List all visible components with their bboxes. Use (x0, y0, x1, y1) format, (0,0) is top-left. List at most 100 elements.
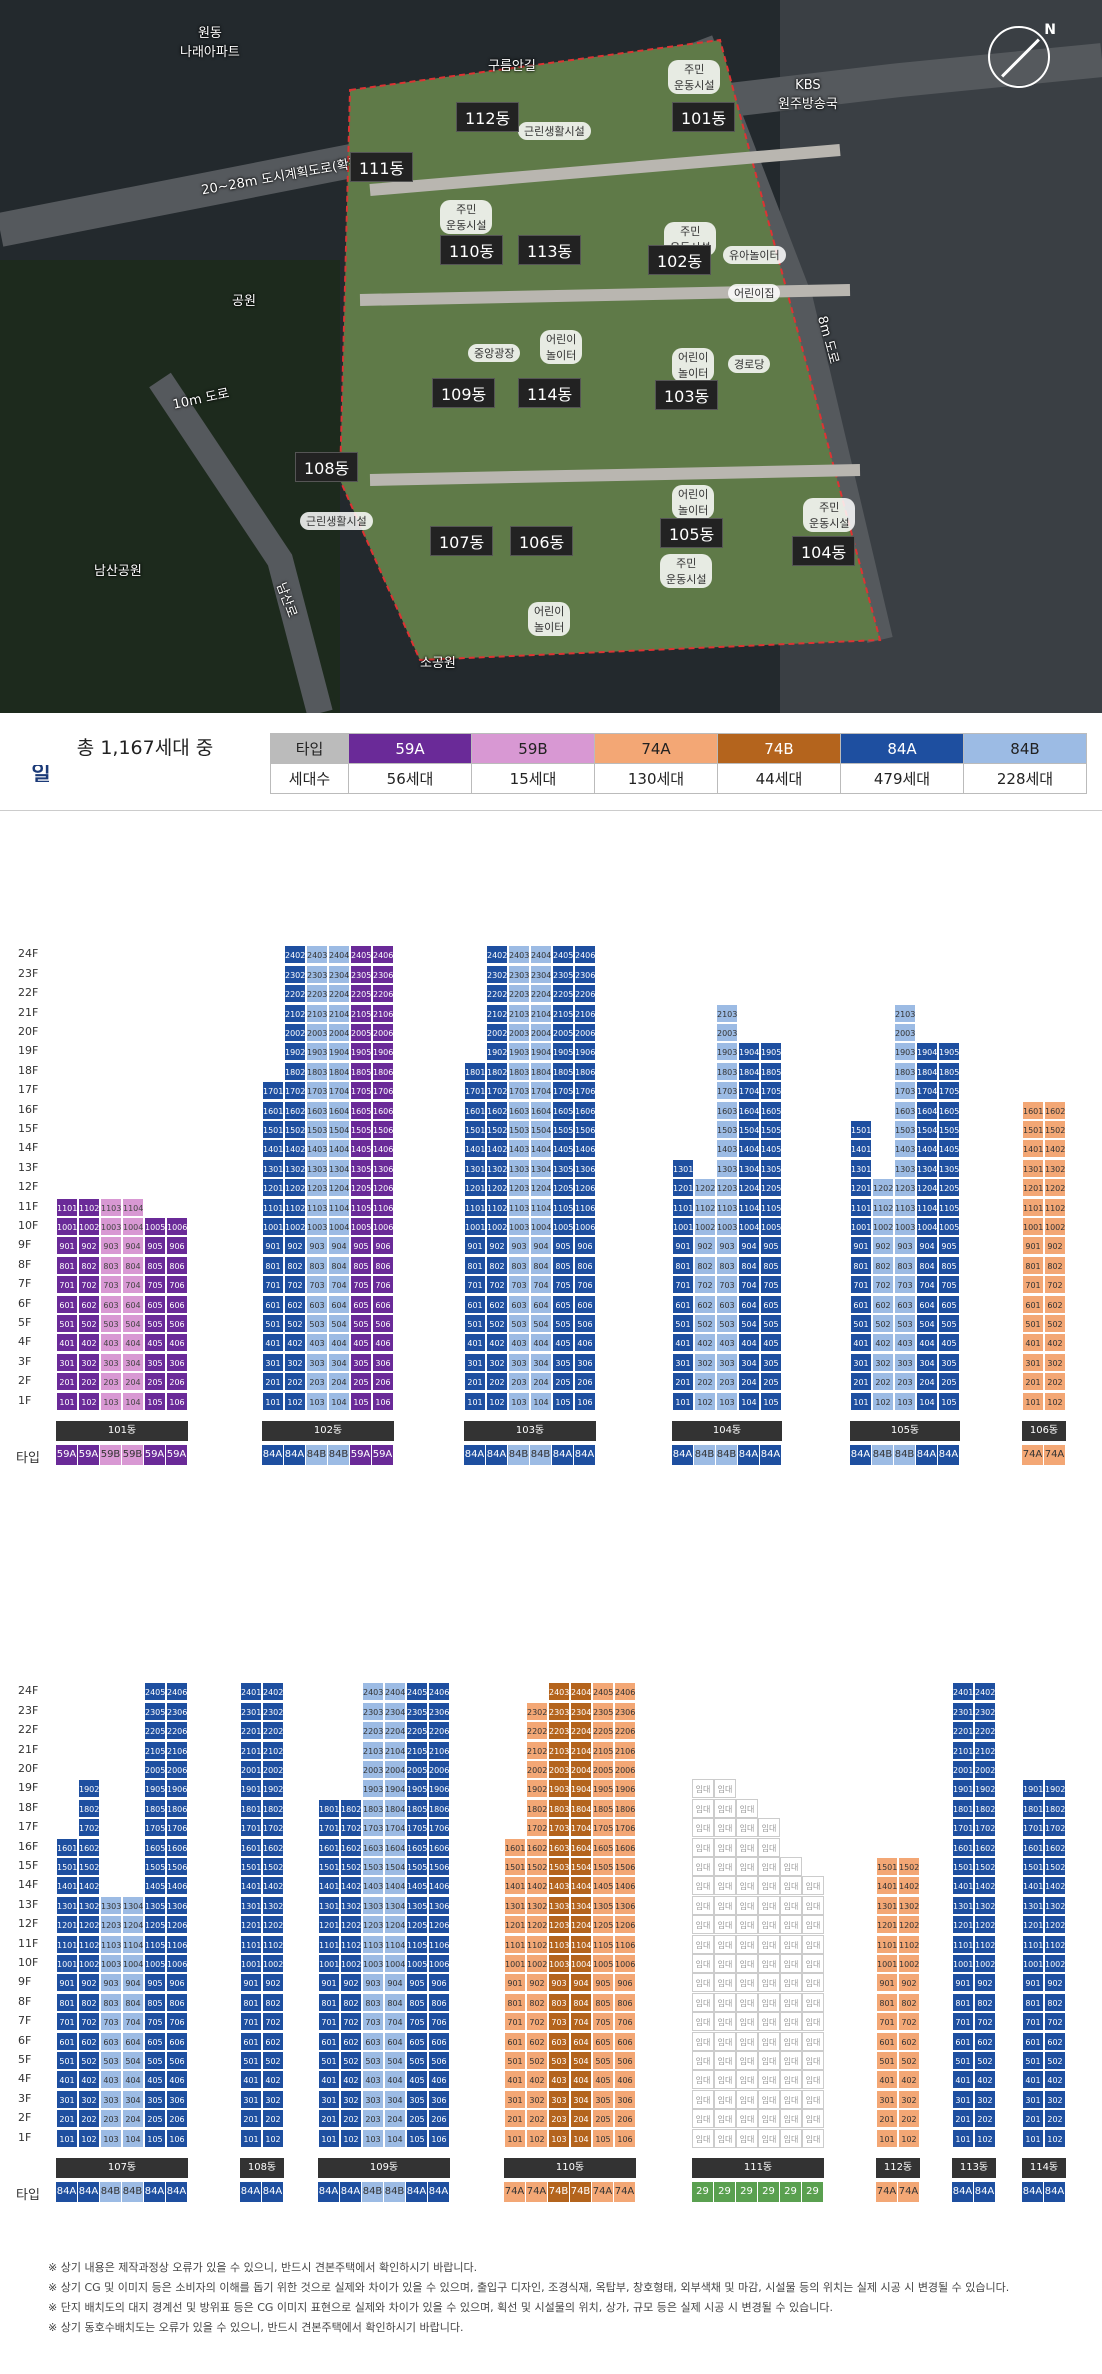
unit-cell: 2106 (614, 1740, 636, 1760)
unit-cell: 임대 (780, 1895, 802, 1915)
unit-cell: 1601 (1022, 1837, 1044, 1857)
unit-cell: 1703 (362, 1818, 384, 1838)
unit-cell: 703 (894, 1275, 916, 1295)
unit-cell: 403 (716, 1333, 738, 1353)
unit-cell: 임대 (692, 2089, 714, 2109)
unit-cell: 1106 (428, 1934, 450, 1954)
unit-cell: 2103 (306, 1003, 328, 1023)
unit-cell: 803 (100, 1992, 122, 2012)
unit-cell: 505 (552, 1314, 574, 1333)
unit-cell: 1604 (916, 1100, 938, 1120)
unit-cell: 1905 (760, 1042, 782, 1062)
unit-cell: 2204 (570, 1721, 592, 1741)
unit-cell: 2304 (530, 964, 552, 984)
unit-cell: 1604 (570, 1837, 592, 1857)
unit-cell: 502 (1044, 2051, 1066, 2070)
unit-type-cell: 84B (306, 1445, 327, 1465)
unit-cell: 203 (508, 1372, 530, 1392)
unit-cell: 1605 (938, 1100, 960, 1120)
unit-cell: 임대 (780, 2128, 802, 2148)
unit-cell: 2203 (362, 1721, 384, 1741)
unit-cell: 1002 (898, 1954, 920, 1973)
unit-cell: 2003 (894, 1023, 916, 1042)
unit-cell: 303 (716, 1352, 738, 1372)
unit-cell: 204 (122, 1372, 144, 1392)
unit-cell: 106 (574, 1391, 596, 1411)
unit-cell: 1202 (340, 1915, 362, 1935)
unit-cell: 2102 (974, 1740, 996, 1760)
unit-cell: 임대 (802, 1954, 824, 1973)
unit-cell: 1506 (614, 1857, 636, 1876)
unit-cell: 1202 (898, 1915, 920, 1935)
unit-cell: 2006 (428, 1760, 450, 1779)
unit-cell: 1906 (428, 1779, 450, 1799)
unit-cell: 904 (570, 1973, 592, 1993)
floor-label: 21F (18, 1742, 39, 1756)
unit-cell: 103 (508, 1391, 530, 1411)
unit-cell: 401 (56, 2070, 78, 2090)
map-label-kids-3: 어린이 놀이터 (540, 330, 583, 364)
unit-cell: 705 (144, 1275, 166, 1295)
unit-cell: 1003 (716, 1217, 738, 1236)
unit-cell: 702 (78, 2012, 100, 2032)
unit-cell: 1603 (894, 1100, 916, 1120)
unit-cell: 805 (760, 1255, 782, 1275)
unit-cell: 303 (548, 2089, 570, 2109)
building-name: 101동 (56, 1421, 188, 1441)
unit-cell: 1004 (916, 1217, 938, 1236)
unit-type-cell: 84A (318, 2182, 339, 2202)
unit-cell: 임대 (692, 1895, 714, 1915)
unit-cell: 2204 (328, 984, 350, 1004)
unit-cell: 1504 (384, 1857, 406, 1876)
unit-type-cell: 84A (760, 1445, 781, 1465)
unit-cell: 302 (78, 1352, 100, 1372)
unit-cell: 205 (552, 1372, 574, 1392)
unit-cell: 504 (570, 2051, 592, 2070)
unit-cell: 임대 (714, 2012, 736, 2032)
unit-cell: 2402 (284, 945, 306, 965)
unit-cell: 1005 (406, 1954, 428, 1973)
unit-cell: 1704 (916, 1081, 938, 1101)
unit-cell: 1702 (486, 1081, 508, 1101)
unit-cell: 301 (1022, 1352, 1044, 1372)
footnote: ※ 상기 CG 및 이미지 등은 소비자의 이해를 돕기 위한 것으로 실제와 … (48, 2281, 1010, 2294)
unit-type-cell: 84B (694, 1445, 715, 1465)
unit-cell: 705 (144, 2012, 166, 2032)
unit-cell: 1601 (262, 1100, 284, 1120)
unit-cell: 2406 (372, 945, 394, 965)
unit-cell: 603 (100, 1294, 122, 1314)
unit-cell: 204 (384, 2109, 406, 2129)
unit-cell: 202 (1044, 1372, 1066, 1392)
unit-cell: 305 (938, 1352, 960, 1372)
unit-cell: 504 (738, 1314, 760, 1333)
unit-cell: 506 (166, 1314, 188, 1333)
unit-cell: 1201 (952, 1915, 974, 1935)
unit-cell: 805 (552, 1255, 574, 1275)
unit-cell: 301 (464, 1352, 486, 1372)
unit-cell: 505 (144, 2051, 166, 2070)
unit-cell: 703 (362, 2012, 384, 2032)
unit-cell: 804 (738, 1255, 760, 1275)
unit-cell: 1006 (166, 1217, 188, 1236)
unit-cell: 1302 (1044, 1158, 1066, 1178)
unit-cell: 1604 (738, 1100, 760, 1120)
unit-cell: 502 (872, 1314, 894, 1333)
unit-type-cell: 84A (486, 1445, 507, 1465)
unit-cell: 2205 (350, 984, 372, 1004)
unit-cell: 501 (850, 1314, 872, 1333)
unit-cell: 203 (100, 1372, 122, 1392)
unit-cell: 503 (100, 1314, 122, 1333)
unit-cell: 301 (504, 2089, 526, 2109)
unit-cell: 1605 (552, 1100, 574, 1120)
unit-cell: 905 (144, 1973, 166, 1993)
unit-cell: 106 (166, 1391, 188, 1411)
unit-cell: 501 (504, 2051, 526, 2070)
unit-cell: 임대 (714, 1779, 736, 1799)
unit-cell: 2206 (372, 984, 394, 1004)
unit-cell: 505 (350, 1314, 372, 1333)
unit-cell: 302 (872, 1352, 894, 1372)
unit-cell: 1501 (876, 1857, 898, 1876)
unit-cell: 1502 (526, 1857, 548, 1876)
unit-cell: 605 (938, 1294, 960, 1314)
unit-cell: 1904 (570, 1779, 592, 1799)
